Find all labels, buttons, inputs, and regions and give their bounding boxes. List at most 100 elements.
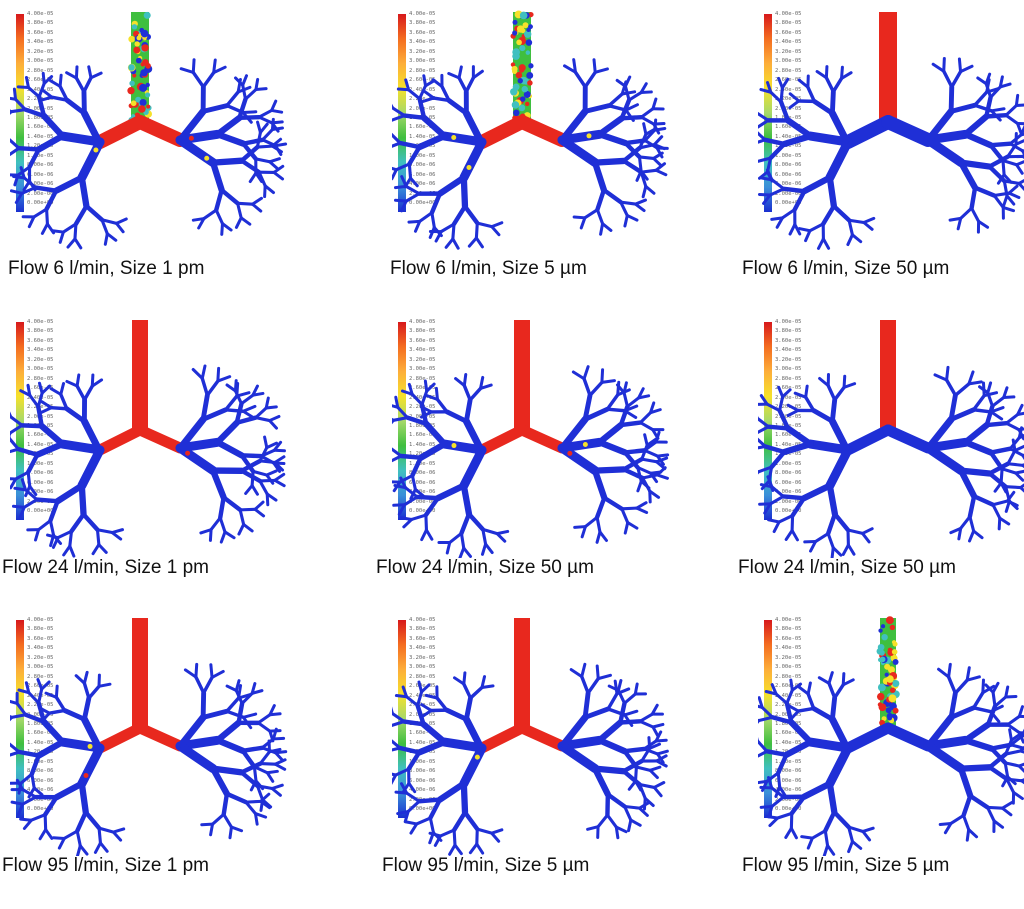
airway-branch [477, 844, 483, 853]
main-bronchus-right [888, 430, 928, 448]
airway-branch [935, 375, 947, 380]
panel-caption: Flow 24 l/min, Size 50 µm [376, 557, 594, 579]
deposit-spot [139, 99, 146, 106]
airway-branch [227, 686, 236, 690]
airway-branch [19, 804, 23, 814]
airway-branch [585, 693, 588, 717]
deposit-spot [204, 156, 209, 161]
airway-branch [437, 399, 446, 411]
airway-branch [641, 170, 656, 172]
airway-branch [758, 781, 767, 783]
deposit-spot [525, 102, 529, 106]
deposit-spot [466, 165, 471, 170]
airway-branch [422, 710, 431, 716]
airway-branch [609, 106, 626, 110]
airway-branch [604, 190, 621, 202]
deposit-spot [516, 40, 522, 46]
airway-branch [991, 412, 1002, 419]
airway-branch [392, 133, 400, 143]
airway-branch [432, 213, 434, 228]
airway-branch [639, 396, 649, 398]
airway-branch [392, 739, 400, 748]
airway-branch [961, 769, 970, 796]
deposit-spot [475, 755, 480, 760]
airway-branch [222, 224, 223, 235]
airway-branch [966, 117, 987, 135]
airway-branch [843, 545, 848, 554]
main-bronchus-right [522, 728, 562, 746]
airway-branch [211, 824, 213, 835]
airway-branch [1002, 803, 1011, 809]
deposit-spot [512, 66, 518, 72]
airway-branch [863, 828, 873, 831]
deposit-spot [520, 96, 525, 101]
airway-branch [227, 698, 239, 711]
airway-tree [392, 10, 732, 250]
airway-branch [808, 694, 814, 709]
airway-branch [597, 666, 598, 679]
airway-branch [246, 89, 256, 99]
airway-branch [825, 831, 827, 846]
airway-branch [64, 831, 77, 838]
airway-branch [422, 705, 432, 711]
airway-branch [18, 449, 37, 455]
airway-branch [940, 823, 951, 824]
airway-branch [77, 831, 80, 846]
airway-branch [625, 216, 627, 226]
airway-branch [771, 92, 781, 102]
airway-tree [10, 616, 350, 856]
airway-branch [624, 393, 627, 407]
airway-branch [961, 66, 972, 71]
airway-branch [29, 693, 39, 703]
airway-branch [402, 201, 407, 211]
airway-branch [260, 764, 275, 765]
airway-branch [787, 690, 792, 703]
airway-tree [10, 10, 350, 250]
airway-branch [400, 143, 419, 147]
airway-branch [417, 818, 431, 824]
airway-branch [786, 742, 810, 755]
airway-branch [76, 67, 77, 78]
airway-branch [447, 412, 466, 421]
airway-branch [454, 812, 465, 830]
airway-branch [624, 694, 635, 703]
airway-branch [116, 219, 126, 223]
airway-branch [225, 532, 234, 538]
airway-branch [272, 128, 282, 129]
airway-branch [246, 486, 252, 494]
airway-branch [56, 178, 82, 191]
airway-branch [625, 523, 627, 533]
deposit-spot [587, 133, 592, 138]
airway-branch [20, 507, 24, 517]
airway-branch [34, 209, 47, 217]
deposit-spot [140, 62, 144, 66]
airway-branch [39, 136, 63, 149]
airway-branch [964, 796, 971, 816]
deposit-spot [145, 63, 151, 69]
airway-branch [598, 815, 607, 827]
airway-branch [267, 773, 273, 782]
airway-branch [966, 134, 991, 145]
airway-branch [607, 815, 616, 827]
airway-branch [51, 408, 67, 409]
airway-branch [238, 203, 253, 204]
airway-branch [631, 820, 640, 825]
airway-branch [770, 189, 784, 195]
airway-branch [987, 423, 1007, 425]
airway-branch [270, 714, 280, 715]
airway-branch [226, 396, 237, 410]
airway-branch [419, 800, 440, 802]
airway-branch [830, 450, 848, 486]
deposit-spot [138, 105, 146, 113]
airway-branch [440, 830, 454, 836]
airway-branch [644, 124, 646, 135]
airway-branch [99, 828, 113, 832]
airway-branch [250, 173, 256, 182]
airway-branch [826, 78, 833, 92]
airway-branch [37, 500, 58, 502]
deposit-spot [892, 640, 896, 644]
airway-branch [782, 79, 787, 88]
airway-branch [469, 238, 476, 246]
panel-caption: Flow 6 l/min, Size 1 pm [8, 258, 204, 280]
airway-branch [575, 527, 586, 528]
